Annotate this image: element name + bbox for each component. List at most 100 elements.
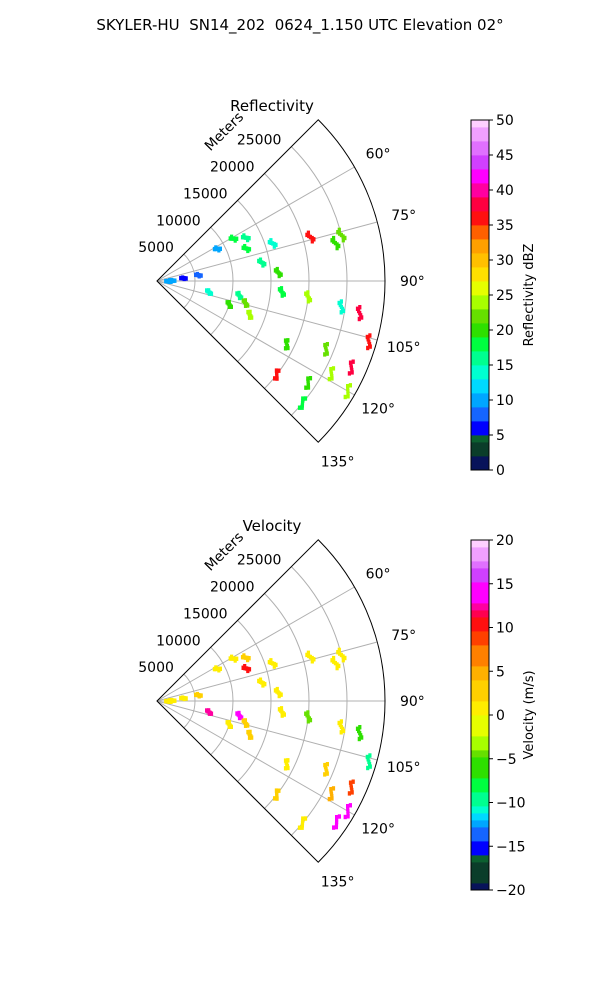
echo-cell <box>217 668 221 673</box>
echo-cell <box>227 304 231 309</box>
echo-cell <box>300 405 304 410</box>
echo-cell <box>310 655 314 661</box>
echo-cell <box>367 759 371 764</box>
echo-cell <box>306 290 310 295</box>
echo-cell <box>358 310 362 316</box>
range-tick-label: 25000 <box>237 133 282 149</box>
echo-cell <box>272 664 276 669</box>
echo-cell <box>341 658 345 663</box>
colorbar-segment <box>471 610 489 618</box>
colorbar-segment <box>471 701 489 709</box>
colorbar-segment <box>471 708 489 716</box>
echo-cell <box>173 278 177 283</box>
echo-cell <box>173 698 177 703</box>
echo-cell <box>230 656 234 661</box>
echo-cell <box>283 766 288 771</box>
colorbar-segment <box>471 428 489 436</box>
echo-cell <box>346 389 350 394</box>
colorbar-segment <box>471 659 489 667</box>
azimuth-tick-label: 90° <box>400 694 425 710</box>
echo-cell <box>329 367 333 372</box>
azimuth-gridline <box>156 586 355 702</box>
echo-cell <box>250 735 254 740</box>
echo-cell <box>308 717 313 723</box>
echo-cell <box>307 233 311 239</box>
echo-cell <box>329 791 334 796</box>
echo-cell <box>217 248 221 253</box>
colorbar-segment <box>471 862 489 870</box>
echo-cell <box>325 351 329 356</box>
echo-cell <box>275 686 279 692</box>
colorbar-tick-label: 0 <box>496 463 505 479</box>
colorbar-tick-label: −15 <box>496 839 526 855</box>
echo-cell <box>240 655 245 660</box>
azimuth-tick-label: 60° <box>366 566 391 582</box>
colorbar-segment <box>471 246 489 254</box>
echo-cell <box>230 236 234 241</box>
colorbar-segment <box>471 764 489 772</box>
echo-cell <box>246 668 250 674</box>
echo-cell <box>282 712 286 717</box>
range-tick-label: 20000 <box>210 580 255 596</box>
echo-cell <box>335 665 339 671</box>
colorbar-segment <box>471 337 489 345</box>
colorbar-segment <box>471 743 489 751</box>
echo-cell <box>346 384 350 389</box>
colorbar-segment <box>471 575 489 583</box>
echo-cell <box>279 692 283 697</box>
colorbar-segment <box>471 722 489 730</box>
echo-cell <box>366 345 370 351</box>
echo-cell <box>267 239 271 245</box>
echo-cell <box>273 376 277 381</box>
colorbar-segment <box>471 806 489 814</box>
echo-cell <box>310 659 314 664</box>
echo-cell <box>246 303 250 308</box>
colorbar-segment <box>471 652 489 660</box>
echo-cell <box>330 376 334 381</box>
colorbar-segment <box>471 785 489 793</box>
echo-cell <box>350 787 354 793</box>
colorbar-segment <box>471 694 489 702</box>
echo-cell <box>368 333 372 338</box>
colorbar-segment <box>471 330 489 338</box>
echo-cell <box>199 693 203 698</box>
colorbar: −20 −15 −10 −5 0 5 10 15 20 Velocity (m/s) <box>470 533 537 899</box>
echo-cell <box>171 278 175 284</box>
echo-cell <box>277 788 281 793</box>
echo-cell <box>300 403 304 408</box>
echo-cell <box>323 352 327 357</box>
echo-cell <box>368 762 372 767</box>
colorbar-segment <box>471 589 489 597</box>
echo-cell <box>303 816 308 821</box>
colorbar-segment <box>471 442 489 450</box>
echo-cell <box>240 715 244 720</box>
echo-cell <box>246 237 250 243</box>
echo-cell <box>330 658 334 663</box>
colorbar-segment <box>471 750 489 758</box>
colorbar-segment <box>471 449 489 457</box>
echo-cell <box>336 650 340 655</box>
echo-cell <box>273 796 277 801</box>
echo-cell <box>335 245 339 251</box>
colorbar-segment <box>471 260 489 268</box>
echo-cell <box>307 653 311 659</box>
colorbar-segment <box>471 316 489 324</box>
echo-cell <box>279 286 284 291</box>
echo-cell <box>244 666 248 671</box>
echo-cell <box>335 815 339 820</box>
echo-cell <box>365 334 369 340</box>
colorbar-tick-label: 15 <box>496 358 514 374</box>
echo-cell <box>330 238 334 243</box>
echo-cell <box>306 383 310 388</box>
echo-cell <box>297 825 302 830</box>
colorbar-segment <box>471 386 489 394</box>
colorbar-segment <box>471 414 489 422</box>
echo-cell <box>279 706 284 711</box>
echo-cell <box>308 297 313 303</box>
colorbar-segment <box>471 827 489 835</box>
echo-cell <box>244 655 248 660</box>
echo-cell <box>171 698 175 704</box>
echo-cell <box>367 339 371 344</box>
echo-cell <box>272 241 276 247</box>
